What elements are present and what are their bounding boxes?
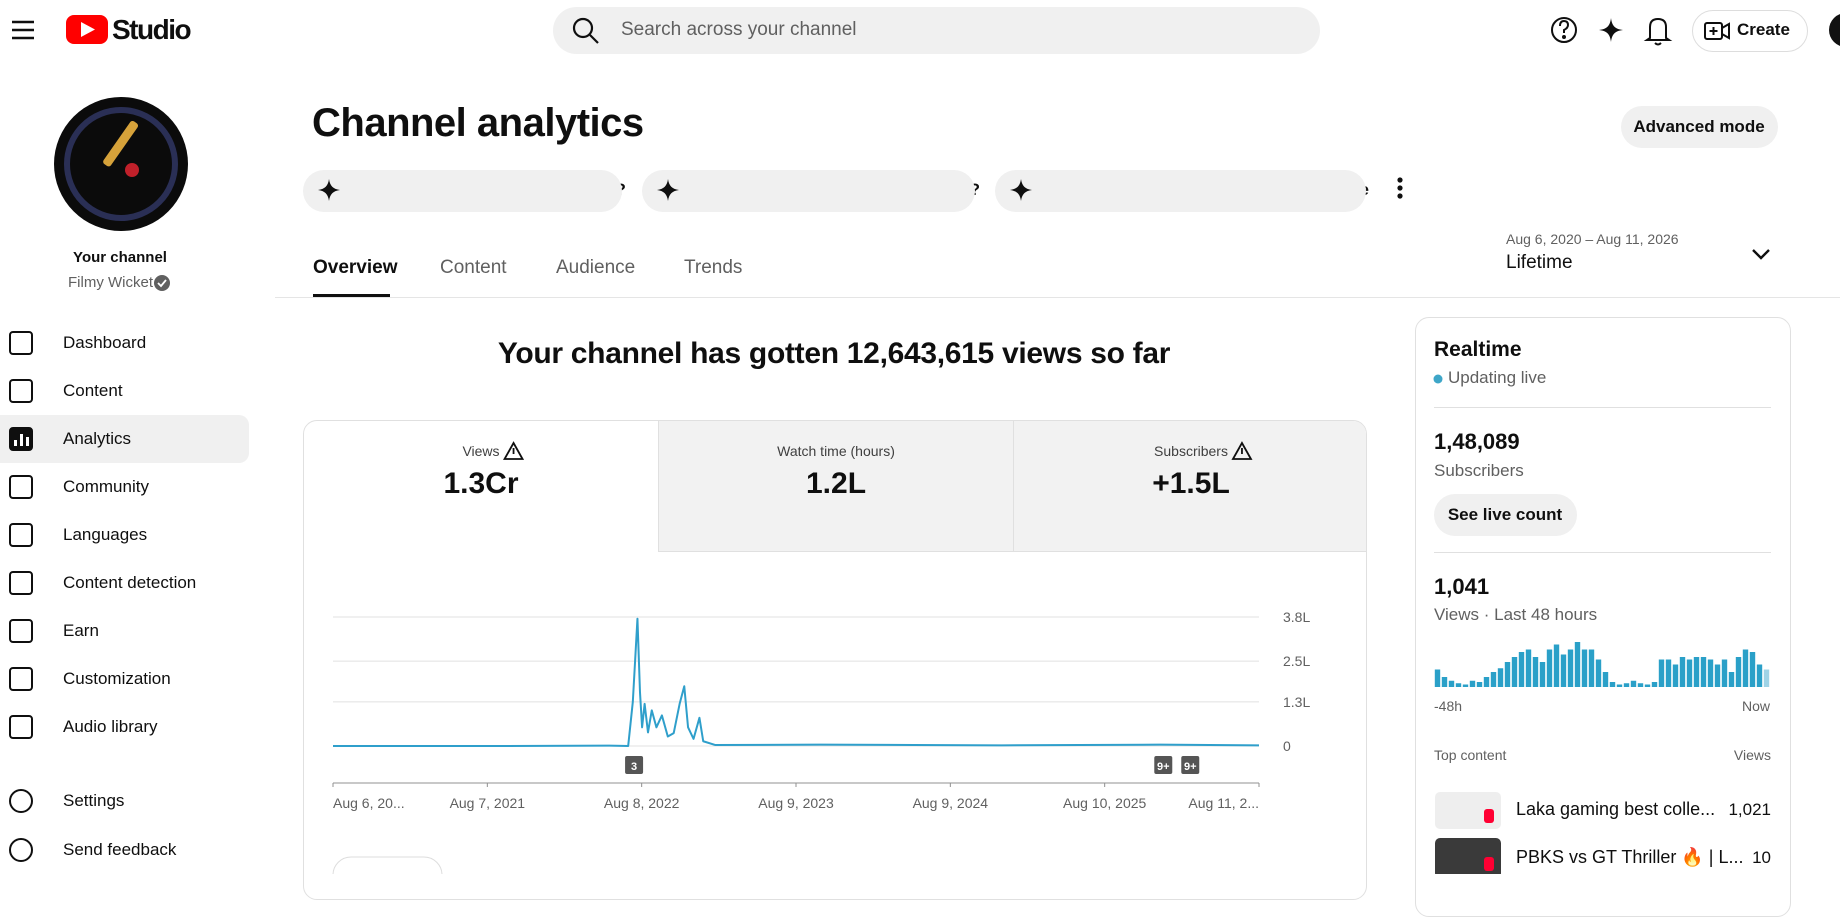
metric-tab-bg[interactable] bbox=[658, 421, 1013, 552]
create-label[interactable]: Create bbox=[1737, 19, 1790, 39]
period[interactable]: Lifetime bbox=[1506, 251, 1573, 273]
tab[interactable]: Audience bbox=[556, 256, 636, 278]
nav-icon-shape bbox=[9, 331, 33, 355]
sparkle-icon bbox=[1010, 179, 1032, 201]
advanced-mode-label[interactable]: Advanced mode bbox=[1633, 116, 1765, 136]
prompt-chip-label[interactable]: How did viewers find my content? bbox=[351, 179, 626, 199]
nav-icon bbox=[9, 571, 33, 595]
account-avatar[interactable] bbox=[1829, 13, 1840, 47]
nav-icon-shape bbox=[9, 379, 33, 403]
nav-item[interactable]: Languages bbox=[63, 524, 148, 544]
logo-text: Studio bbox=[112, 13, 192, 45]
nav-icon bbox=[9, 715, 33, 739]
nav-item[interactable]: Send feedback bbox=[63, 839, 177, 859]
nav-icon-shape bbox=[9, 715, 33, 739]
nav-item[interactable]: Analytics bbox=[63, 428, 132, 448]
nav-icon bbox=[9, 475, 33, 499]
nav-icon-shape bbox=[9, 475, 33, 499]
top-content-title[interactable]: PBKS vs GT Thriller 🔥 | L... bbox=[1516, 847, 1744, 868]
views-column-label: Views bbox=[1733, 746, 1771, 763]
menu-icon[interactable] bbox=[12, 20, 34, 40]
sparkle-icon bbox=[657, 179, 679, 201]
tab[interactable]: Trends bbox=[684, 256, 743, 278]
nav-icon bbox=[9, 379, 33, 403]
sparkle-icon bbox=[318, 179, 340, 201]
youtube-logo[interactable] bbox=[66, 15, 108, 44]
top-content-label: Top content bbox=[1434, 746, 1507, 763]
metric-value: 1.2L bbox=[805, 466, 867, 500]
metric-tab-bg[interactable] bbox=[1013, 421, 1366, 552]
page-title: Channel analytics bbox=[312, 101, 644, 145]
nav-item[interactable]: Earn bbox=[63, 620, 99, 640]
nav-item[interactable]: Settings bbox=[63, 790, 125, 810]
chevron-icon[interactable] bbox=[1752, 249, 1770, 260]
realtime-status: Updating live bbox=[1448, 367, 1547, 387]
divider bbox=[1434, 552, 1771, 553]
tab[interactable]: Content bbox=[440, 256, 507, 278]
selected-nav-bg bbox=[0, 415, 249, 463]
help-icon[interactable] bbox=[1551, 17, 1577, 43]
create-button[interactable] bbox=[1692, 10, 1808, 52]
nav-icon bbox=[9, 667, 33, 691]
tabs-divider bbox=[275, 297, 1840, 298]
subscriber-count: 1,48,089 bbox=[1434, 428, 1520, 454]
channel-avatar[interactable] bbox=[54, 97, 188, 231]
nav-item[interactable]: Content bbox=[63, 380, 123, 400]
metric-label[interactable]: Subscribers bbox=[1154, 442, 1228, 459]
channel-label: Your channel bbox=[73, 249, 167, 267]
sparkle-icon[interactable] bbox=[1599, 18, 1623, 42]
nav-icon bbox=[9, 619, 33, 643]
nav-icon-shape bbox=[9, 571, 33, 595]
page: { "header": {"logo": "Studio", "search_p… bbox=[0, 7, 1840, 917]
prompt-chip-label[interactable]: Summarize my latest video performance bbox=[1043, 179, 1369, 199]
headline: Your channel has gotten 12,643,615 views… bbox=[497, 336, 1171, 370]
metric-value: 1.3Cr bbox=[443, 466, 519, 500]
top-content-views: 1,021 bbox=[1728, 799, 1771, 819]
bell-icon[interactable] bbox=[1643, 17, 1673, 46]
search-box[interactable] bbox=[553, 7, 1320, 54]
nav-icon bbox=[9, 523, 33, 547]
realtime-title: Realtime bbox=[1434, 338, 1522, 362]
nav-icon-shape bbox=[9, 523, 33, 547]
nav-item[interactable]: Dashboard bbox=[63, 332, 147, 352]
top-content-title[interactable]: Laka gaming best colle... bbox=[1516, 799, 1716, 820]
live-count-label[interactable]: See live count bbox=[1447, 504, 1563, 524]
metric-value: +1.5L bbox=[1152, 466, 1230, 500]
nav-item[interactable]: Content detection bbox=[63, 572, 197, 592]
views-label: Views · Last 48 hours bbox=[1434, 604, 1598, 624]
divider bbox=[1434, 407, 1771, 408]
verified-badge bbox=[154, 275, 170, 291]
metric-label[interactable]: Views bbox=[462, 442, 500, 459]
nav-icon bbox=[9, 838, 33, 862]
metric-label[interactable]: Watch time (hours) bbox=[777, 442, 895, 459]
nav-item[interactable]: Audio library bbox=[63, 716, 158, 736]
nav-icon bbox=[9, 789, 33, 813]
advanced-mode-button[interactable] bbox=[1621, 106, 1778, 148]
nav-item[interactable]: Customization bbox=[63, 668, 171, 688]
nav-icon-shape bbox=[9, 619, 33, 643]
more-icon[interactable] bbox=[1397, 177, 1403, 199]
views-count: 1,041 bbox=[1434, 573, 1490, 599]
top-content-views: 10 bbox=[1752, 847, 1771, 867]
date-range: Aug 6, 2020 – Aug 11, 2026 bbox=[1506, 230, 1679, 247]
live-count-button[interactable] bbox=[1434, 494, 1577, 536]
nav-icon bbox=[9, 331, 33, 355]
search-placeholder: Search across your channel bbox=[621, 18, 857, 40]
prompt-chip-label[interactable]: How many new viewers did I reach? bbox=[690, 179, 981, 199]
avatar-logo-text: Filmy Wicket bbox=[75, 185, 167, 203]
nav-item[interactable]: Community bbox=[63, 476, 149, 496]
subscriber-label: Subscribers bbox=[1434, 460, 1524, 480]
nav-icon-shape bbox=[9, 667, 33, 691]
tab[interactable]: Overview bbox=[313, 256, 398, 278]
channel-name: Filmy Wicket bbox=[68, 274, 153, 292]
